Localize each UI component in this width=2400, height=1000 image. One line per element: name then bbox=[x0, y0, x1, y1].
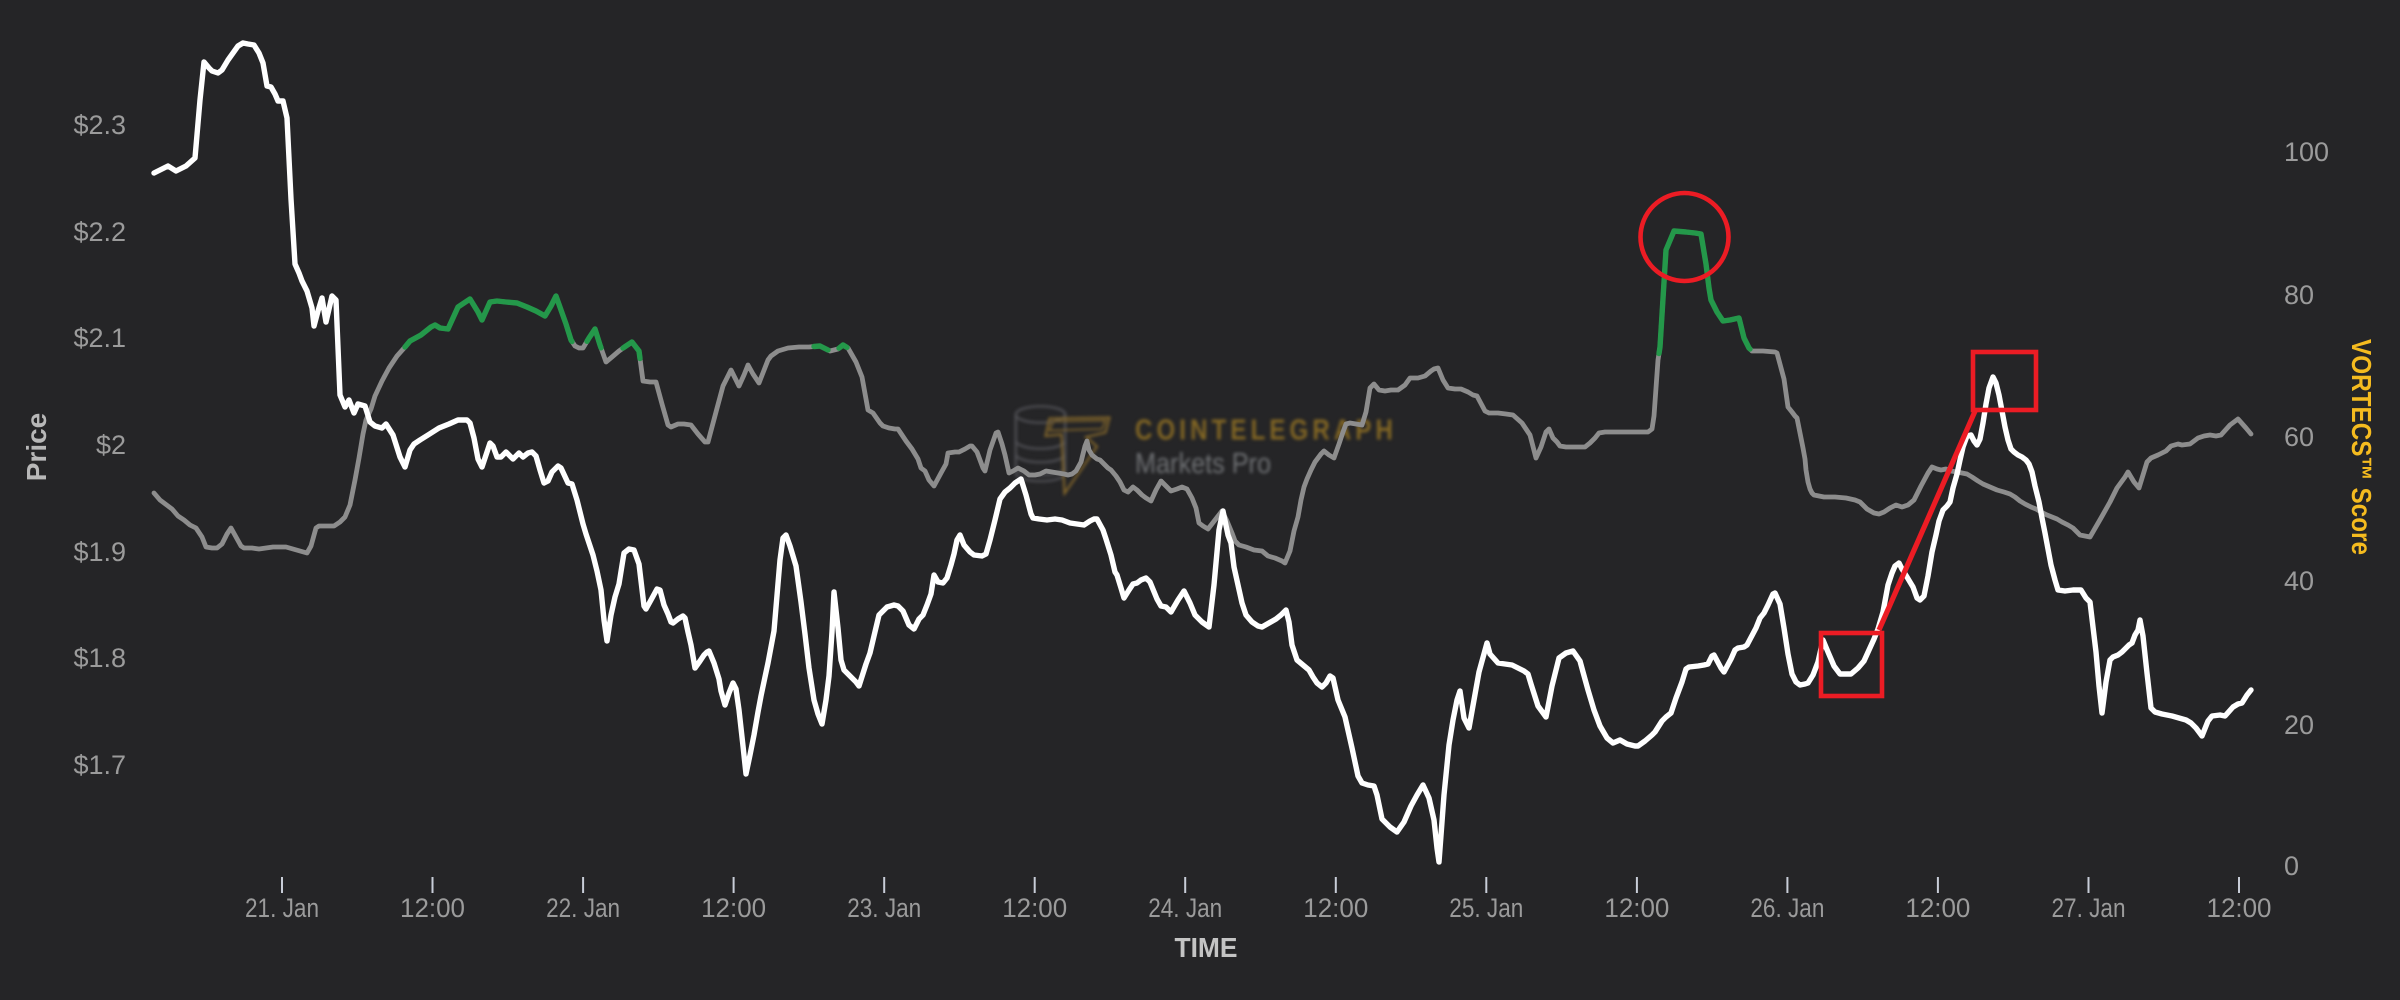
svg-text:$2: $2 bbox=[96, 430, 126, 460]
svg-text:COINTELEGRAPH: COINTELEGRAPH bbox=[1135, 415, 1397, 447]
svg-text:21. Jan: 21. Jan bbox=[245, 893, 319, 923]
svg-text:12:00: 12:00 bbox=[400, 893, 465, 923]
svg-text:27. Jan: 27. Jan bbox=[2052, 893, 2126, 923]
svg-text:22. Jan: 22. Jan bbox=[546, 893, 620, 923]
svg-text:VORTECS™ Score: VORTECS™ Score bbox=[2346, 339, 2377, 555]
svg-text:80: 80 bbox=[2284, 280, 2314, 310]
svg-text:12:00: 12:00 bbox=[1905, 893, 1970, 923]
svg-text:$1.8: $1.8 bbox=[73, 643, 126, 673]
svg-text:12:00: 12:00 bbox=[1303, 893, 1368, 923]
svg-text:25. Jan: 25. Jan bbox=[1449, 893, 1523, 923]
svg-text:40: 40 bbox=[2284, 566, 2314, 596]
svg-text:60: 60 bbox=[2284, 422, 2314, 452]
svg-text:$2.3: $2.3 bbox=[73, 110, 126, 140]
svg-text:TIME: TIME bbox=[1175, 932, 1238, 963]
svg-text:0: 0 bbox=[2284, 851, 2299, 881]
svg-text:12:00: 12:00 bbox=[701, 893, 766, 923]
svg-text:$1.7: $1.7 bbox=[73, 750, 126, 780]
svg-text:$2.2: $2.2 bbox=[73, 217, 126, 247]
svg-text:23. Jan: 23. Jan bbox=[847, 893, 921, 923]
svg-text:12:00: 12:00 bbox=[2207, 893, 2272, 923]
svg-text:Markets Pro: Markets Pro bbox=[1135, 448, 1271, 480]
svg-text:100: 100 bbox=[2284, 137, 2329, 167]
svg-text:26. Jan: 26. Jan bbox=[1750, 893, 1824, 923]
svg-text:$1.9: $1.9 bbox=[73, 537, 126, 567]
svg-text:12:00: 12:00 bbox=[1604, 893, 1669, 923]
svg-text:$2.1: $2.1 bbox=[73, 323, 126, 353]
svg-text:Price: Price bbox=[21, 413, 52, 482]
svg-text:20: 20 bbox=[2284, 710, 2314, 740]
svg-text:24. Jan: 24. Jan bbox=[1148, 893, 1222, 923]
svg-text:12:00: 12:00 bbox=[1002, 893, 1067, 923]
